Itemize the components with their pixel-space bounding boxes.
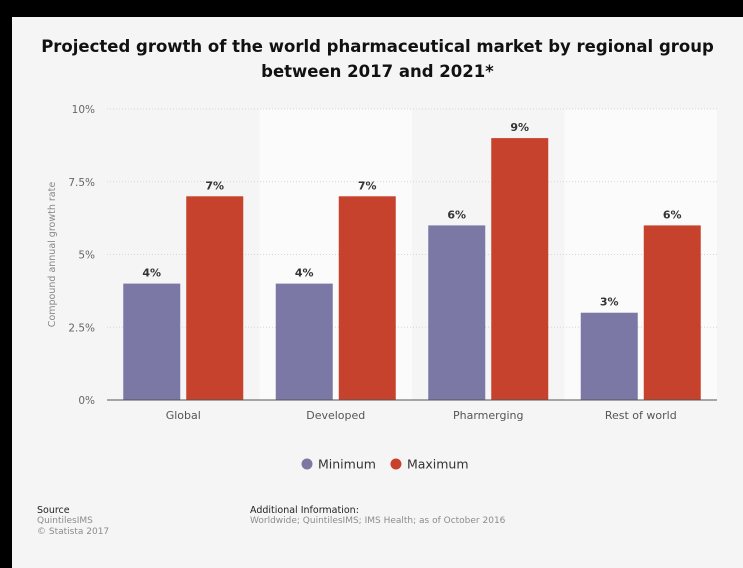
x-tick-label: Developed <box>306 409 365 422</box>
additional-info-title: Additional Information: <box>250 505 359 516</box>
bar-minimum <box>580 312 638 400</box>
additional-info-block: Additional Information: Worldwide; Quint… <box>250 505 505 527</box>
bar-minimum <box>428 225 486 400</box>
y-tick-label: 0% <box>78 395 95 407</box>
source-title: Source <box>37 505 70 516</box>
legend-marker-maximum <box>390 458 402 470</box>
chart-title: Projected growth of the world pharmaceut… <box>41 37 714 81</box>
legend-marker-minimum <box>301 458 313 470</box>
bar-maximum <box>491 138 549 400</box>
legend-label-maximum: Maximum <box>407 457 469 472</box>
x-tick-label: Rest of world <box>605 409 677 422</box>
y-tick-label: 7.5% <box>68 177 95 189</box>
data-label: 6% <box>663 208 682 221</box>
data-label: 9% <box>510 121 529 134</box>
y-tick-label: 2.5% <box>68 322 95 334</box>
source-line-2: © Statista 2017 <box>37 527 110 537</box>
data-label: 4% <box>295 267 314 280</box>
bar-minimum <box>275 283 333 400</box>
legend-label-minimum: Minimum <box>318 457 376 472</box>
source-block: Source QuintilesIMS © Statista 2017 <box>37 505 109 538</box>
bar-chart: 0% 2.5% 5% 7.5% 10% Compound annual growth ra… <box>47 104 717 472</box>
source-line-1: QuintilesIMS <box>37 516 93 526</box>
data-label: 3% <box>600 296 619 309</box>
y-tick-label: 10% <box>72 104 95 116</box>
x-tick-label: Global <box>166 409 201 422</box>
additional-info-text: Worldwide; QuintilesIMS; IMS Health; as … <box>250 516 506 526</box>
data-label: 4% <box>142 267 161 280</box>
data-label: 7% <box>358 179 377 192</box>
y-tick-label: 5% <box>78 250 95 262</box>
data-label: 6% <box>447 208 466 221</box>
chart-panel: Projected growth of the world pharmaceut… <box>12 17 743 568</box>
y-axis-label: Compound annual growth rate <box>47 182 58 328</box>
bar-maximum <box>338 196 396 400</box>
bar-minimum <box>123 283 181 400</box>
x-tick-label: Pharmerging <box>453 409 523 422</box>
data-label: 7% <box>205 179 224 192</box>
bar-maximum <box>186 196 244 400</box>
bar-maximum <box>643 225 701 400</box>
